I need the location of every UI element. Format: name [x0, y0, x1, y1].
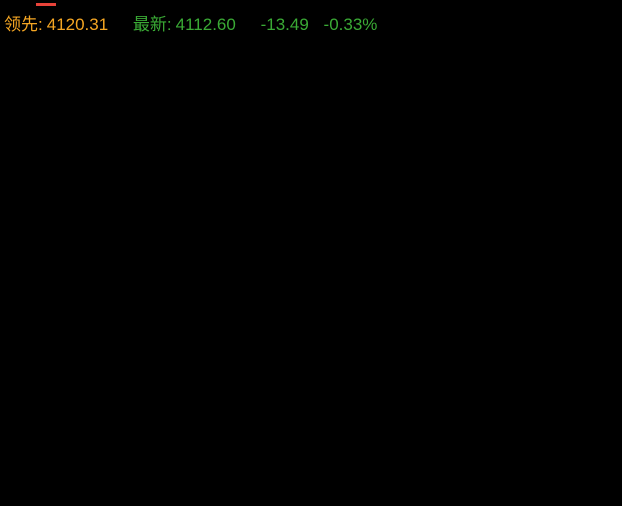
leading-label: 领先:: [4, 15, 43, 34]
change: -13.49: [260, 15, 309, 34]
latest-value: 4112.60: [175, 15, 236, 34]
tab-indicator: [36, 3, 56, 6]
leading-value: 4120.31: [46, 15, 109, 34]
leading: 领先: 4120.31: [4, 15, 118, 34]
change-pct: -0.33%: [323, 15, 378, 34]
latest: 最新: 4112.60: [133, 15, 246, 34]
latest-label: 最新:: [132, 15, 172, 34]
header: 领先: 4120.31 最新: 4112.60 -13.49 -0.33%: [4, 10, 387, 35]
